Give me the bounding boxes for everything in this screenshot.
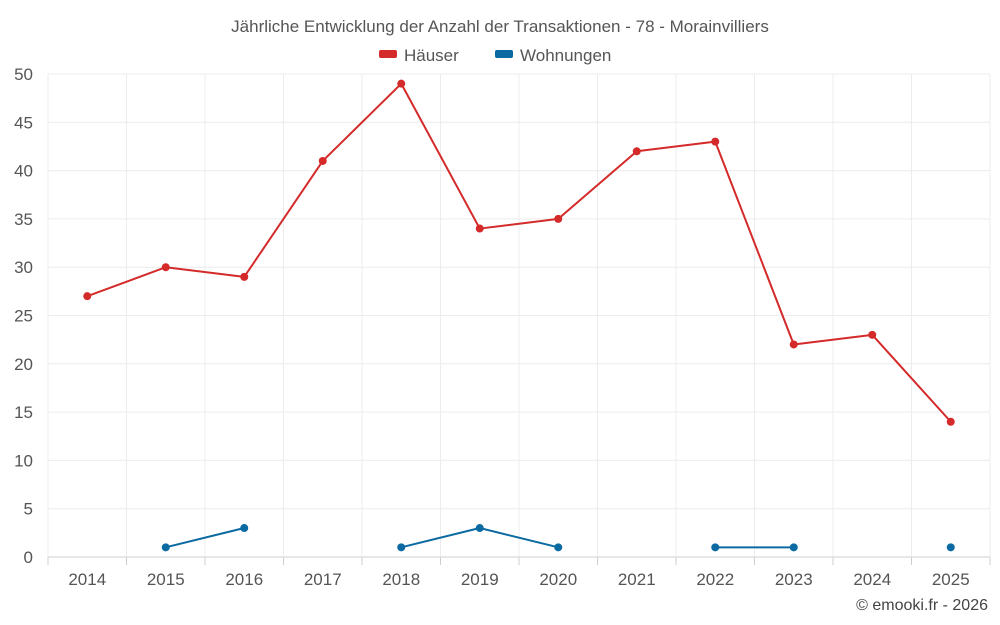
y-tick-label: 10 — [14, 451, 33, 470]
data-point[interactable] — [240, 272, 249, 281]
x-tick-label: 2023 — [775, 570, 813, 589]
plot-area — [83, 79, 955, 552]
y-tick-label: 15 — [14, 403, 33, 422]
x-tick-label: 2024 — [853, 570, 891, 589]
series-line — [165, 527, 245, 549]
credit-text: © emooki.fr - 2026 — [856, 597, 988, 614]
data-point[interactable] — [868, 330, 877, 339]
data-point[interactable] — [632, 147, 641, 156]
x-tick-label: 2014 — [68, 570, 106, 589]
series-Wohnungen — [161, 524, 955, 552]
y-tick-label: 45 — [14, 113, 33, 132]
x-tick-label: 2022 — [696, 570, 734, 589]
legend-item[interactable]: Häuser — [379, 46, 459, 65]
gridlines — [47, 73, 991, 558]
x-axis: 2014 2015 2016 2017 2018 2019 2020 2021 2022 2023… — [47, 557, 991, 589]
x-tick-label: 2018 — [382, 570, 420, 589]
y-tick-label: 5 — [24, 500, 33, 519]
data-point[interactable] — [475, 224, 484, 233]
legend-swatch — [495, 50, 513, 58]
data-point[interactable] — [397, 79, 406, 88]
data-point[interactable] — [554, 543, 563, 552]
legend-item[interactable]: Wohnungen — [495, 46, 611, 65]
x-tick-label: 2020 — [539, 570, 577, 589]
series-line — [86, 82, 952, 423]
y-tick-label: 35 — [14, 210, 33, 229]
y-axis: 0 5 10 15 20 25 30 35 40 45 50 — [14, 65, 33, 567]
legend-swatch — [379, 50, 397, 58]
x-tick-label: 2015 — [147, 570, 185, 589]
y-tick-label: 20 — [14, 355, 33, 374]
legend-label: Häuser — [404, 46, 459, 65]
x-tick-label: 2017 — [304, 570, 342, 589]
data-point[interactable] — [711, 137, 720, 146]
data-point[interactable] — [161, 263, 170, 272]
y-tick-label: 0 — [24, 548, 33, 567]
data-point[interactable] — [161, 543, 170, 552]
data-point[interactable] — [789, 543, 798, 552]
legend: Häuser Wohnungen — [379, 46, 611, 65]
y-tick-label: 50 — [14, 65, 33, 84]
x-tick-label: 2019 — [461, 570, 499, 589]
data-point[interactable] — [789, 340, 798, 349]
y-tick-label: 25 — [14, 307, 33, 326]
data-point[interactable] — [946, 543, 955, 552]
data-point[interactable] — [475, 524, 484, 533]
y-tick-label: 40 — [14, 162, 33, 181]
x-tick-label: 2025 — [932, 570, 970, 589]
data-point[interactable] — [318, 156, 327, 165]
data-point[interactable] — [946, 417, 955, 426]
data-point[interactable] — [83, 292, 92, 301]
series-Häuser — [83, 79, 955, 426]
x-tick-label: 2016 — [225, 570, 263, 589]
y-tick-label: 30 — [14, 258, 33, 277]
data-point[interactable] — [554, 214, 563, 223]
data-point[interactable] — [240, 524, 249, 533]
chart-title: Jährliche Entwicklung der Anzahl der Tra… — [231, 17, 769, 36]
x-tick-label: 2021 — [618, 570, 656, 589]
data-point[interactable] — [711, 543, 720, 552]
legend-label: Wohnungen — [520, 46, 611, 65]
data-point[interactable] — [397, 543, 406, 552]
